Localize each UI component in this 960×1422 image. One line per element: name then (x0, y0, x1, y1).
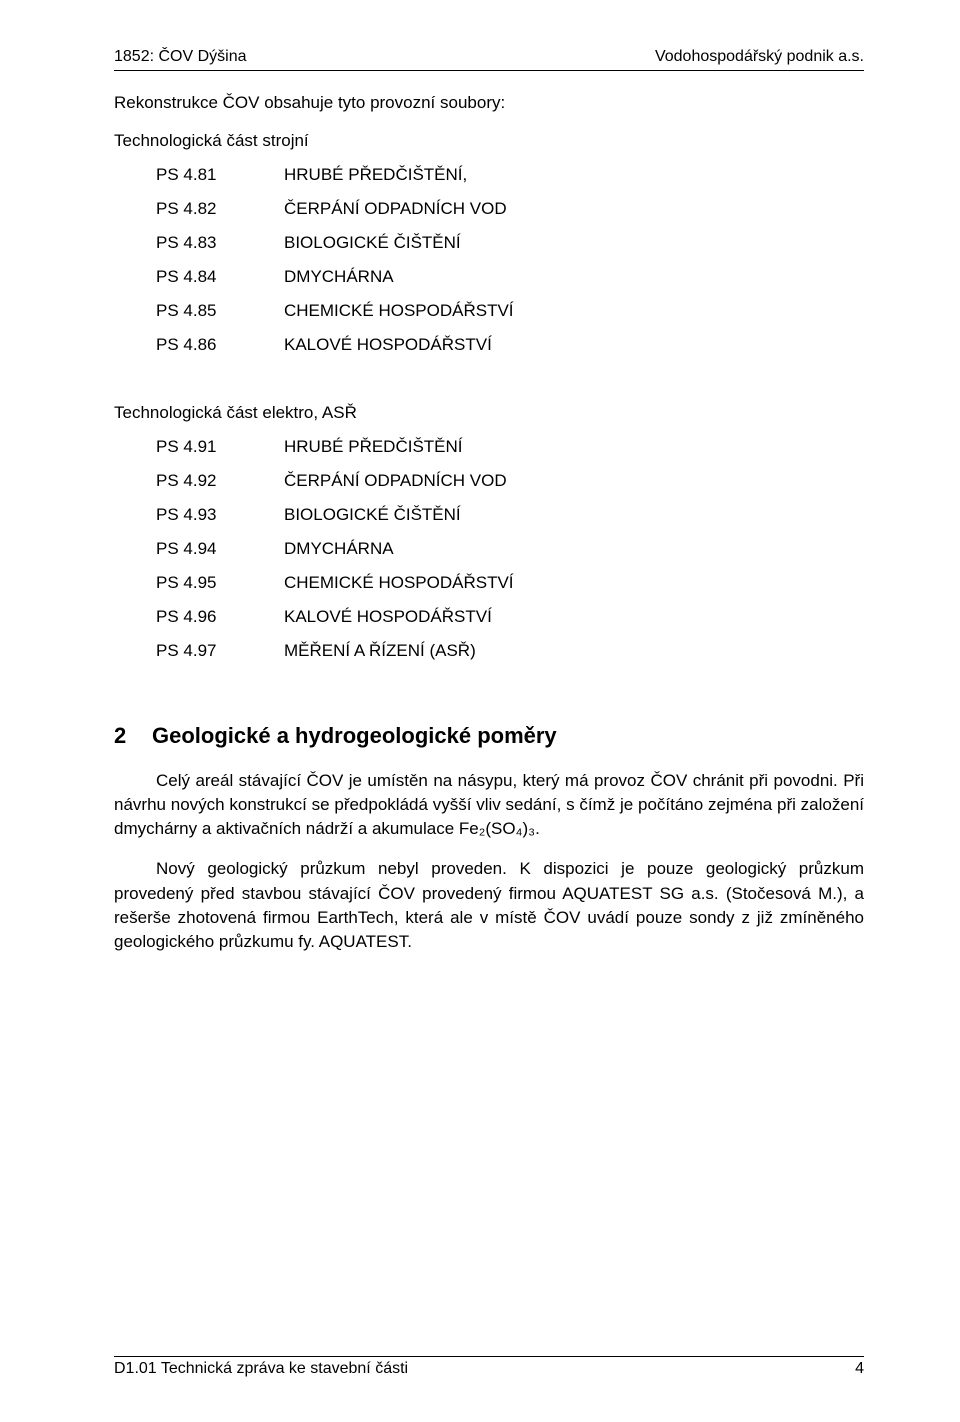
ps-code: PS 4.86 (156, 335, 284, 355)
document-page: 1852: ČOV Dýšina Vodohospodářský podnik … (0, 0, 960, 1422)
ps-code: PS 4.84 (156, 267, 284, 287)
ps-desc: ČERPÁNÍ ODPADNÍCH VOD (284, 471, 507, 491)
ps-code: PS 4.83 (156, 233, 284, 253)
ps-desc: DMYCHÁRNA (284, 267, 394, 287)
list-item: PS 4.92 ČERPÁNÍ ODPADNÍCH VOD (156, 471, 864, 491)
ps-desc: BIOLOGICKÉ ČIŠTĚNÍ (284, 233, 461, 253)
header-left: 1852: ČOV Dýšina (114, 48, 247, 66)
ps-desc: HRUBÉ PŘEDČIŠTĚNÍ (284, 437, 463, 457)
ps-code: PS 4.97 (156, 641, 284, 661)
ps-desc: CHEMICKÉ HOSPODÁŘSTVÍ (284, 301, 514, 321)
section2-list: PS 4.91 HRUBÉ PŘEDČIŠTĚNÍ PS 4.92 ČERPÁN… (156, 437, 864, 661)
list-item: PS 4.82 ČERPÁNÍ ODPADNÍCH VOD (156, 199, 864, 219)
section1-list: PS 4.81 HRUBÉ PŘEDČIŠTĚNÍ, PS 4.82 ČERPÁ… (156, 165, 864, 355)
ps-code: PS 4.96 (156, 607, 284, 627)
footer-page-number: 4 (855, 1360, 864, 1378)
ps-desc: BIOLOGICKÉ ČIŠTĚNÍ (284, 505, 461, 525)
ps-code: PS 4.95 (156, 573, 284, 593)
ps-desc: MĚŘENÍ A ŘÍZENÍ (ASŘ) (284, 641, 476, 661)
list-item: PS 4.91 HRUBÉ PŘEDČIŠTĚNÍ (156, 437, 864, 457)
ps-desc: KALOVÉ HOSPODÁŘSTVÍ (284, 607, 492, 627)
ps-code: PS 4.82 (156, 199, 284, 219)
body-paragraph: Celý areál stávající ČOV je umístěn na n… (114, 769, 864, 841)
footer-content: D1.01 Technická zpráva ke stavební části… (114, 1360, 864, 1378)
heading-2: 2 Geologické a hydrogeologické poměry (114, 723, 864, 749)
ps-desc: HRUBÉ PŘEDČIŠTĚNÍ, (284, 165, 467, 185)
ps-code: PS 4.93 (156, 505, 284, 525)
list-item: PS 4.96 KALOVÉ HOSPODÁŘSTVÍ (156, 607, 864, 627)
list-item: PS 4.85 CHEMICKÉ HOSPODÁŘSTVÍ (156, 301, 864, 321)
ps-code: PS 4.85 (156, 301, 284, 321)
list-item: PS 4.93 BIOLOGICKÉ ČIŠTĚNÍ (156, 505, 864, 525)
page-header: 1852: ČOV Dýšina Vodohospodářský podnik … (114, 48, 864, 66)
list-item: PS 4.83 BIOLOGICKÉ ČIŠTĚNÍ (156, 233, 864, 253)
header-rule (114, 70, 864, 71)
page-footer: D1.01 Technická zpráva ke stavební části… (114, 1356, 864, 1378)
ps-code: PS 4.92 (156, 471, 284, 491)
ps-desc: KALOVÉ HOSPODÁŘSTVÍ (284, 335, 492, 355)
heading-number: 2 (114, 723, 152, 749)
section1-title: Technologická část strojní (114, 131, 864, 151)
footer-rule (114, 1356, 864, 1357)
section2-title: Technologická část elektro, ASŘ (114, 403, 864, 423)
ps-code: PS 4.81 (156, 165, 284, 185)
ps-code: PS 4.91 (156, 437, 284, 457)
list-item: PS 4.86 KALOVÉ HOSPODÁŘSTVÍ (156, 335, 864, 355)
list-item: PS 4.84 DMYCHÁRNA (156, 267, 864, 287)
list-item: PS 4.95 CHEMICKÉ HOSPODÁŘSTVÍ (156, 573, 864, 593)
intro-text: Rekonstrukce ČOV obsahuje tyto provozní … (114, 93, 864, 113)
heading-title: Geologické a hydrogeologické poměry (152, 723, 557, 749)
header-right: Vodohospodářský podnik a.s. (655, 48, 864, 66)
ps-code: PS 4.94 (156, 539, 284, 559)
body-paragraph: Nový geologický průzkum nebyl proveden. … (114, 857, 864, 954)
ps-desc: CHEMICKÉ HOSPODÁŘSTVÍ (284, 573, 514, 593)
ps-desc: ČERPÁNÍ ODPADNÍCH VOD (284, 199, 507, 219)
ps-desc: DMYCHÁRNA (284, 539, 394, 559)
footer-left: D1.01 Technická zpráva ke stavební části (114, 1360, 408, 1378)
list-item: PS 4.94 DMYCHÁRNA (156, 539, 864, 559)
list-item: PS 4.81 HRUBÉ PŘEDČIŠTĚNÍ, (156, 165, 864, 185)
list-item: PS 4.97 MĚŘENÍ A ŘÍZENÍ (ASŘ) (156, 641, 864, 661)
